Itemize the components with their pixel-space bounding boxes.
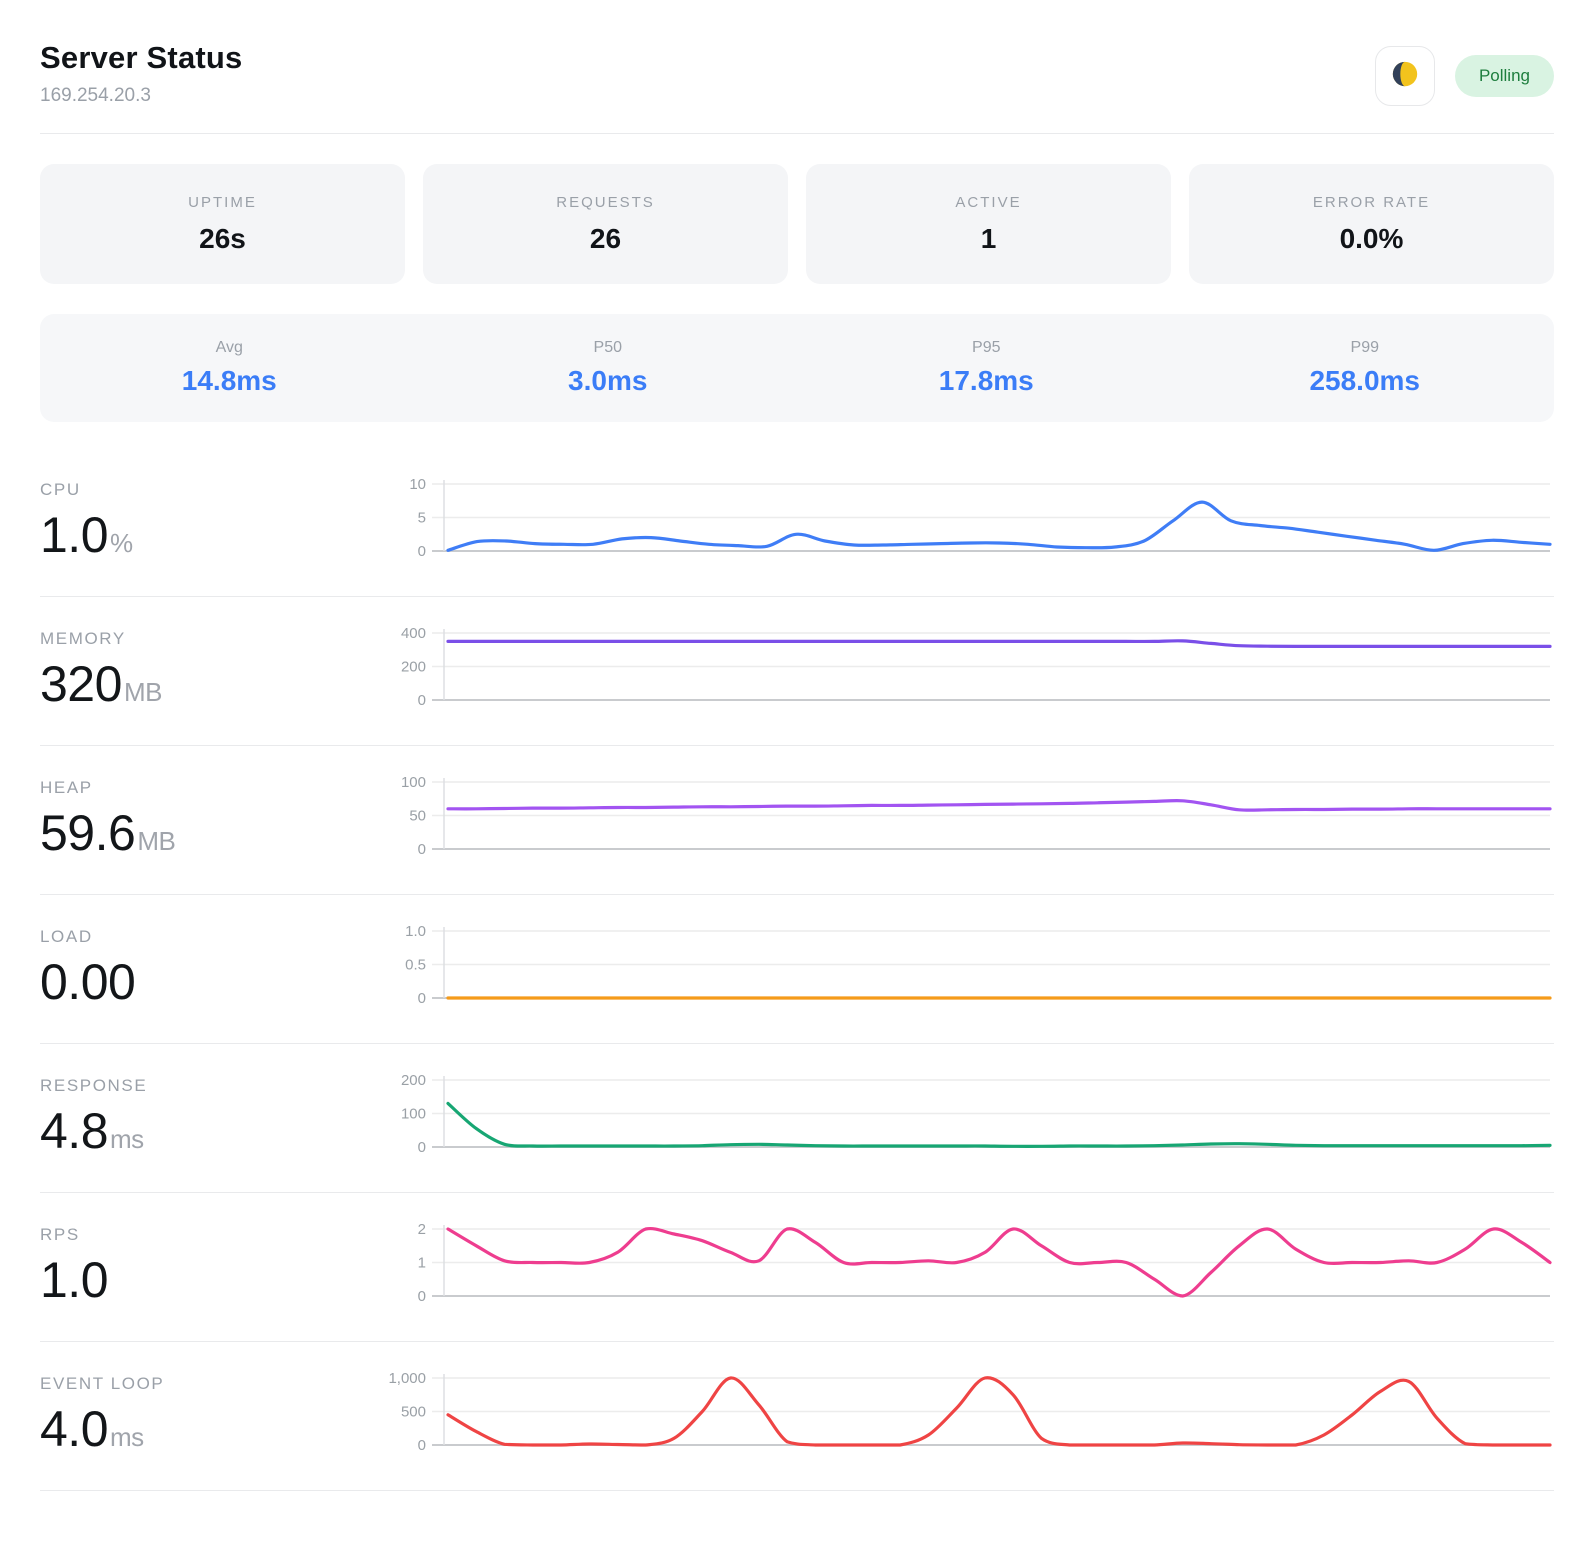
metric-row-response: RESPONSE 4.8ms 200 100 0	[40, 1044, 1554, 1193]
metric-charts: CPU 1.0% 10 5 0 MEMORY 320MB 400 200 0 HEAP …	[40, 448, 1554, 1491]
metric-info: RESPONSE 4.8ms	[40, 1076, 360, 1160]
metric-label: MEMORY	[40, 629, 126, 648]
stat-label: REQUESTS	[556, 193, 655, 211]
stat-value: 0.0%	[1339, 222, 1404, 254]
load-chart: 1.0 0.5 0	[360, 917, 1554, 1021]
svg-text:200: 200	[401, 659, 426, 676]
stat-label: ERROR RATE	[1312, 193, 1431, 211]
latency-p50: P50 3.0ms	[419, 339, 798, 397]
response-chart: 200 100 0	[360, 1066, 1554, 1170]
latency-label: P99	[1350, 339, 1379, 356]
metric-label: CPU	[40, 480, 81, 499]
svg-text:2: 2	[418, 1221, 426, 1238]
server-status-dashboard: Server Status 169.254.20.3 Polling UPTIM…	[40, 0, 1554, 1491]
metric-info: LOAD 0.00	[40, 927, 360, 1011]
theme-toggle-button[interactable]	[1374, 46, 1435, 106]
metric-unit: MB	[137, 826, 176, 856]
memory-chart: 400 200 0	[360, 619, 1554, 723]
metric-info: HEAP 59.6MB	[40, 778, 360, 862]
metric-info: RPS 1.0	[40, 1225, 360, 1309]
metric-info: CPU 1.0%	[40, 480, 360, 564]
svg-text:0: 0	[418, 1288, 426, 1305]
server-ip: 169.254.20.3	[40, 85, 151, 106]
svg-text:0: 0	[418, 1139, 426, 1156]
stat-value: 26s	[199, 222, 246, 254]
stat-label: UPTIME	[188, 193, 257, 211]
metric-unit: ms	[110, 1422, 144, 1452]
latency-label: P95	[972, 339, 1001, 356]
latency-percentiles-card: Avg 14.8ms P50 3.0ms P95 17.8ms P99 258.…	[40, 314, 1554, 422]
latency-p99: P99 258.0ms	[1176, 339, 1555, 397]
latency-label: P50	[593, 339, 622, 356]
metric-info: EVENT LOOP 4.0ms	[40, 1374, 360, 1458]
stat-card-requests: REQUESTS 26	[423, 164, 788, 284]
metric-row-load: LOAD 0.00 1.0 0.5 0	[40, 895, 1554, 1044]
metric-label: EVENT LOOP	[40, 1374, 165, 1393]
svg-text:500: 500	[401, 1404, 426, 1421]
svg-text:1: 1	[418, 1255, 426, 1272]
metric-unit: ms	[110, 1124, 144, 1154]
svg-text:0: 0	[418, 692, 426, 709]
latency-p95: P95 17.8ms	[797, 339, 1176, 397]
metric-value: 59.6MB	[40, 805, 176, 861]
heap-chart: 100 50 0	[360, 768, 1554, 872]
metric-value: 1.0%	[40, 507, 133, 563]
rps-chart: 2 1 0	[360, 1215, 1554, 1319]
svg-text:1.0: 1.0	[405, 923, 426, 940]
svg-text:5: 5	[418, 510, 426, 527]
stat-card-error-rate: ERROR RATE 0.0%	[1189, 164, 1554, 284]
svg-text:50: 50	[409, 808, 426, 825]
svg-text:0: 0	[418, 543, 426, 560]
stat-value: 1	[980, 222, 997, 254]
svg-text:0: 0	[418, 1437, 426, 1454]
metric-info: MEMORY 320MB	[40, 629, 360, 713]
metric-unit: %	[110, 528, 133, 558]
latency-avg: Avg 14.8ms	[40, 339, 419, 397]
latency-label: Avg	[215, 339, 243, 356]
moon-icon	[1390, 59, 1420, 94]
metric-label: HEAP	[40, 778, 93, 797]
cpu-chart: 10 5 0	[360, 470, 1554, 574]
latency-value: 17.8ms	[938, 365, 1034, 396]
svg-text:10: 10	[409, 476, 426, 493]
metric-value: 1.0	[40, 1252, 109, 1308]
stat-label: ACTIVE	[955, 193, 1022, 211]
metric-row-memory: MEMORY 320MB 400 200 0	[40, 597, 1554, 746]
stat-value: 26	[589, 222, 622, 254]
metric-unit: MB	[123, 677, 163, 707]
page-title: Server Status	[40, 40, 243, 75]
svg-text:0: 0	[418, 990, 426, 1007]
svg-text:0.5: 0.5	[405, 957, 426, 974]
metric-row-cpu: CPU 1.0% 10 5 0	[40, 448, 1554, 597]
metric-value: 4.8ms	[40, 1103, 144, 1159]
metric-label: RPS	[40, 1225, 80, 1244]
header-actions: Polling	[1374, 46, 1554, 106]
svg-text:1,000: 1,000	[388, 1370, 426, 1387]
svg-text:200: 200	[401, 1072, 426, 1089]
metric-label: LOAD	[40, 927, 93, 946]
header-titles: Server Status 169.254.20.3	[40, 40, 242, 107]
svg-text:100: 100	[401, 774, 426, 791]
metric-value: 0.00	[40, 954, 136, 1010]
svg-text:400: 400	[401, 625, 426, 642]
metric-row-heap: HEAP 59.6MB 100 50 0	[40, 746, 1554, 895]
metric-label: RESPONSE	[40, 1076, 148, 1095]
latency-value: 14.8ms	[181, 365, 277, 396]
metric-row-event-loop: EVENT LOOP 4.0ms 1,000 500 0	[40, 1342, 1554, 1491]
polling-status-badge[interactable]: Polling	[1454, 55, 1554, 97]
metric-row-rps: RPS 1.0 2 1 0	[40, 1193, 1554, 1342]
metric-value: 4.0ms	[40, 1401, 144, 1457]
svg-text:0: 0	[418, 841, 426, 858]
metric-value: 320MB	[40, 656, 163, 712]
event-loop-chart: 1,000 500 0	[360, 1364, 1554, 1468]
svg-text:100: 100	[401, 1106, 426, 1123]
latency-value: 3.0ms	[568, 365, 648, 396]
stats-row: UPTIME 26s REQUESTS 26 ACTIVE 1 ERROR RA…	[40, 164, 1554, 284]
latency-value: 258.0ms	[1309, 365, 1421, 396]
stat-card-active: ACTIVE 1	[806, 164, 1171, 284]
header: Server Status 169.254.20.3 Polling	[40, 0, 1554, 134]
stat-card-uptime: UPTIME 26s	[40, 164, 405, 284]
